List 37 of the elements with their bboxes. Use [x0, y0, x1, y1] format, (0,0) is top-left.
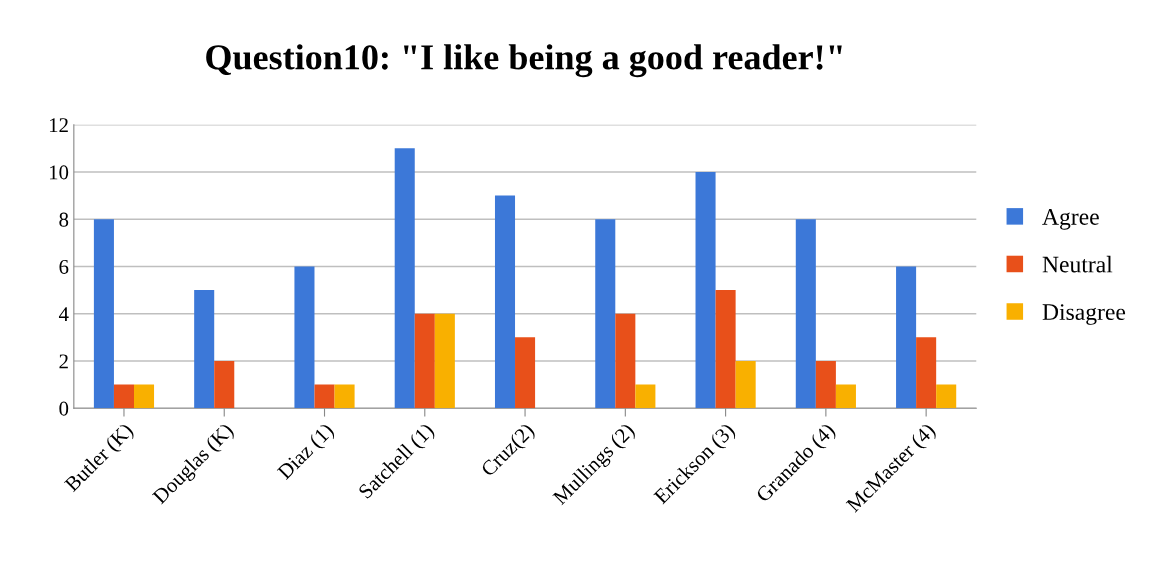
bar [735, 360, 756, 409]
bar [434, 313, 455, 409]
bar [515, 337, 536, 409]
bar [695, 171, 716, 409]
y-tick-label: 2 [59, 354, 68, 369]
bar [194, 290, 215, 409]
y-tick-label: 8 [59, 212, 69, 227]
y-tick-label: 10 [49, 165, 69, 180]
bar [394, 148, 415, 409]
bar [795, 219, 816, 409]
bar [414, 313, 435, 409]
legend-label: Agree [1042, 209, 1099, 230]
chart-title: Question10: "I like being a good reader!" [206, 44, 842, 78]
bar [715, 290, 736, 409]
bar [334, 384, 355, 409]
bar [635, 384, 656, 409]
bar [134, 384, 155, 409]
y-tick-label: 6 [59, 259, 69, 274]
bar [835, 384, 856, 409]
bar [936, 384, 957, 409]
y-tick-label: 0 [59, 401, 69, 416]
legend-label: Disagree [1042, 304, 1126, 325]
y-tick-label: 12 [49, 118, 68, 132]
legend-label: Neutral [1042, 255, 1113, 273]
x-tick-label: Diaz (1) [276, 422, 338, 484]
bar [93, 219, 114, 409]
bar [615, 313, 636, 409]
bar [815, 360, 836, 409]
bar [314, 384, 335, 409]
y-tick-label: 4 [58, 307, 69, 321]
bar [896, 266, 917, 409]
bar [113, 384, 134, 409]
bar [595, 219, 616, 409]
bar [916, 337, 937, 409]
bar [294, 266, 315, 409]
bar [494, 195, 516, 409]
bar [214, 360, 235, 409]
